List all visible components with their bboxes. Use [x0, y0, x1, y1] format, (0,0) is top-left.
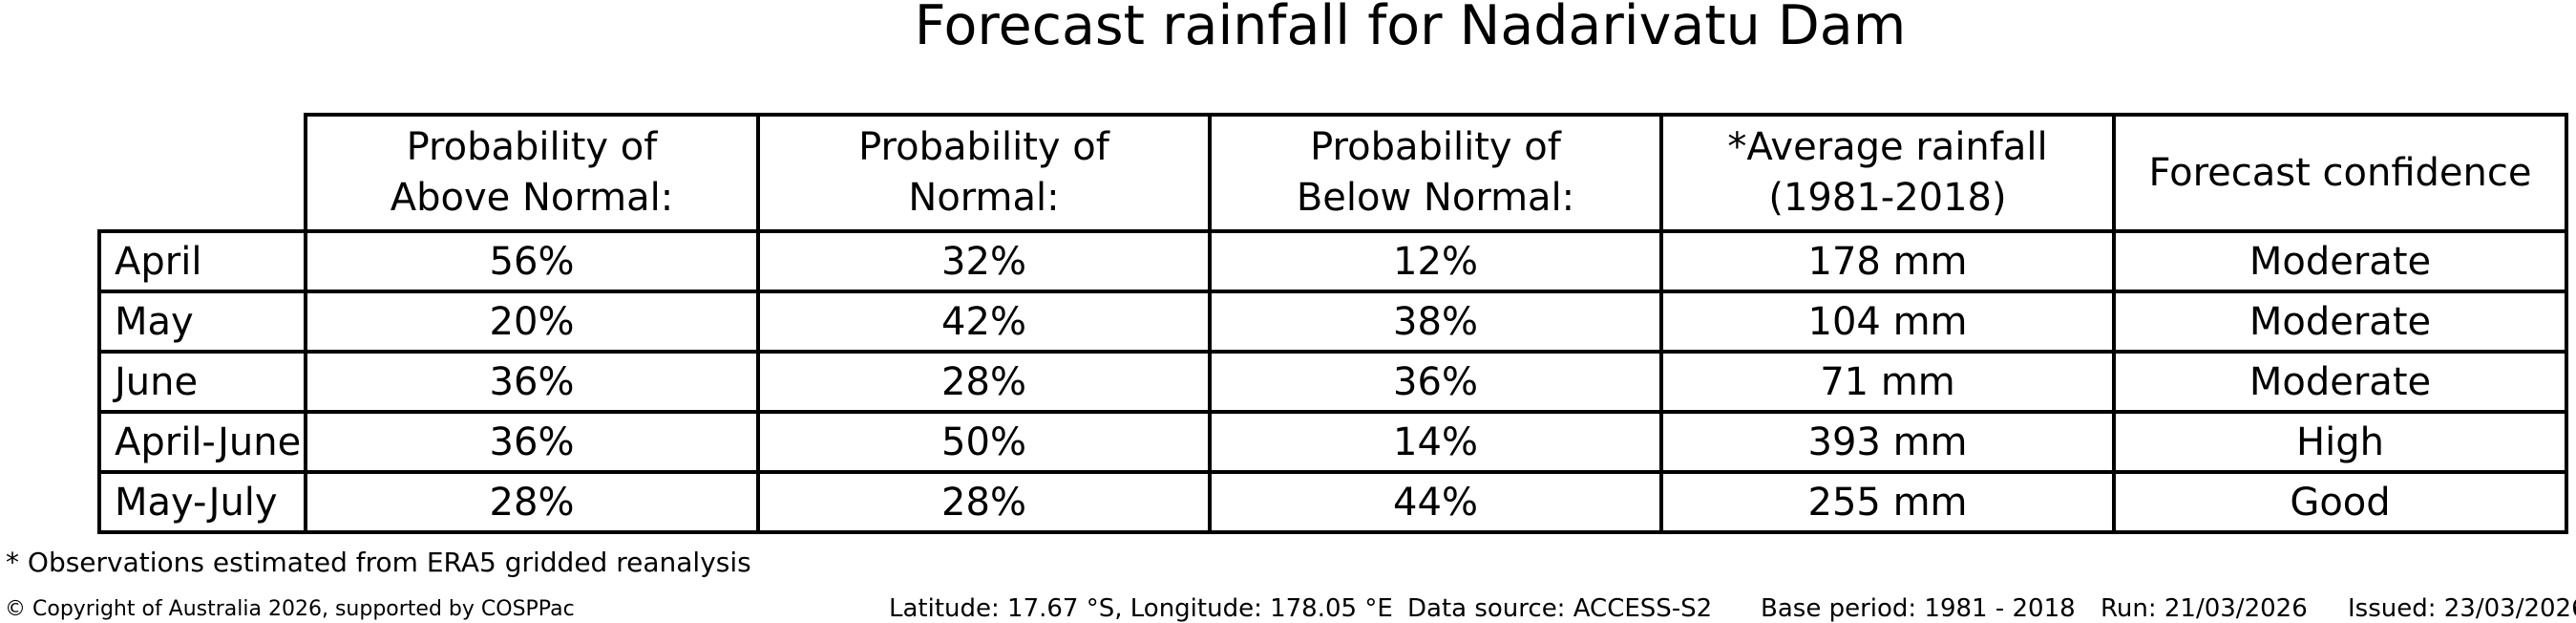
row-label: May: [97, 290, 307, 354]
column-header-normal: Probability of Normal:: [756, 113, 1212, 233]
cell-normal: 42%: [756, 290, 1212, 354]
cell-average-rainfall: 178 mm: [1659, 229, 2116, 293]
cell-normal: 28%: [756, 470, 1212, 534]
cell-below-normal: 14%: [1208, 410, 1663, 474]
forecast-table: Probability of Above Normal: Probability…: [97, 113, 2568, 534]
row-label: April: [97, 229, 307, 293]
cell-above-normal: 20%: [304, 290, 760, 354]
cell-above-normal: 56%: [304, 229, 760, 293]
table-row-may-july: May-July 28% 28% 44% 255 mm Good: [97, 470, 2568, 534]
footer-run-date: Run: 21/03/2026: [2101, 594, 2308, 623]
cell-forecast-confidence: Moderate: [2112, 229, 2568, 293]
footer-copyright: © Copyright of Australia 2026, supported…: [5, 597, 575, 621]
cell-normal: 28%: [756, 350, 1212, 414]
corner-spacer: [99, 115, 306, 231]
cell-average-rainfall: 255 mm: [1659, 470, 2116, 534]
footnote-era5: * Observations estimated from ERA5 gridd…: [6, 547, 751, 578]
footer-base-period: Base period: 1981 - 2018: [1761, 594, 2076, 623]
cell-below-normal: 44%: [1208, 470, 1663, 534]
table-row-june: June 36% 28% 36% 71 mm Moderate: [97, 350, 2568, 414]
cell-forecast-confidence: Moderate: [2112, 290, 2568, 354]
cell-average-rainfall: 104 mm: [1659, 290, 2116, 354]
cell-normal: 32%: [756, 229, 1212, 293]
row-label: May-July: [97, 470, 307, 534]
cell-forecast-confidence: Moderate: [2112, 350, 2568, 414]
row-label: April-June: [97, 410, 307, 474]
table-row-april: April 56% 32% 12% 178 mm Moderate: [97, 229, 2568, 293]
footer-lat-lon: Latitude: 17.67 °S, Longitude: 178.05 °E: [889, 594, 1393, 623]
cell-below-normal: 12%: [1208, 229, 1663, 293]
table-row-april-june: April-June 36% 50% 14% 393 mm High: [97, 410, 2568, 474]
cell-above-normal: 28%: [304, 470, 760, 534]
cell-average-rainfall: 393 mm: [1659, 410, 2116, 474]
column-header-above-normal: Probability of Above Normal:: [304, 113, 760, 233]
footer-data-source: Data source: ACCESS-S2: [1407, 594, 1713, 623]
cell-above-normal: 36%: [304, 350, 760, 414]
column-header-forecast-confidence: Forecast confidence: [2112, 113, 2568, 233]
cell-below-normal: 38%: [1208, 290, 1663, 354]
footer-issued-date: Issued: 23/03/2026: [2348, 594, 2576, 623]
cell-above-normal: 36%: [304, 410, 760, 474]
column-header-average-rainfall: *Average rainfall (1981-2018): [1659, 113, 2116, 233]
cell-average-rainfall: 71 mm: [1659, 350, 2116, 414]
table-row-may: May 20% 42% 38% 104 mm Moderate: [97, 290, 2568, 354]
row-label: June: [97, 350, 307, 414]
cell-below-normal: 36%: [1208, 350, 1663, 414]
table-header-row: Probability of Above Normal: Probability…: [99, 113, 2568, 233]
cell-normal: 50%: [756, 410, 1212, 474]
cell-forecast-confidence: Good: [2112, 470, 2568, 534]
cell-forecast-confidence: High: [2112, 410, 2568, 474]
page-title: Forecast rainfall for Nadarivatu Dam: [914, 0, 1907, 57]
column-header-below-normal: Probability of Below Normal:: [1208, 113, 1663, 233]
